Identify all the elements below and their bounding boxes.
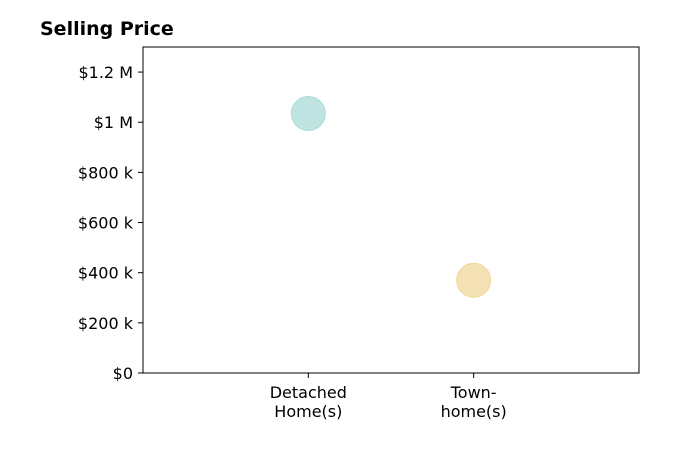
x-tick-label-line: Detached — [270, 383, 347, 402]
y-tick-label: $1.2 M — [78, 63, 133, 82]
y-axis: $0 $200 k $400 k $600 k $800 k $1 M $1.2 M — [78, 63, 143, 383]
x-tick-label-line: Town- — [450, 383, 497, 402]
y-tick-label: $600 k — [78, 214, 134, 233]
y-tick-label: $200 k — [78, 314, 134, 333]
y-tick-label: $0 — [113, 364, 133, 383]
chart-title: Selling Price — [40, 18, 174, 40]
x-tick-label-line: home(s) — [441, 402, 507, 421]
x-tick-label-line: Home(s) — [274, 402, 342, 421]
y-tick-label: $400 k — [78, 264, 134, 283]
plot-area-frame — [142, 46, 640, 374]
x-tick-label: Detached Home(s) — [270, 383, 347, 421]
y-tick-label: $1 M — [94, 113, 133, 132]
data-point — [290, 95, 326, 131]
x-tick-label: Town-home(s) — [441, 383, 507, 421]
x-axis: Detached Home(s) Town-home(s) — [270, 373, 507, 421]
y-tick-label: $800 k — [78, 163, 134, 182]
data-point — [456, 262, 492, 298]
data-points — [290, 95, 492, 298]
